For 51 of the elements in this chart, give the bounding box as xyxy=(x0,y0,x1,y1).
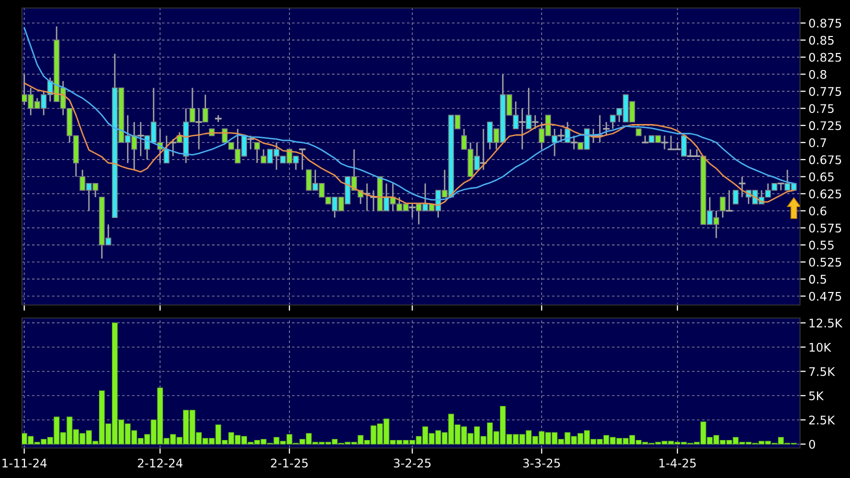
x-tick-label: 1-4-25 xyxy=(659,458,696,468)
candlestick xyxy=(518,108,526,150)
candlestick xyxy=(603,121,610,136)
y-tick-label: 7.5K xyxy=(809,367,836,376)
y-tick-label: 0.875 xyxy=(809,18,842,28)
candlestick xyxy=(570,134,578,150)
y-tick-label: 0.6 xyxy=(809,206,826,216)
y-tick-label: 0.825 xyxy=(809,52,842,62)
candlestick xyxy=(164,134,170,164)
y-tick-label: 10K xyxy=(810,342,832,352)
x-tick-label: 2-12-24 xyxy=(138,458,182,468)
y-tick-label: 0.625 xyxy=(809,189,842,198)
y-tick-label: 0.5 xyxy=(809,274,826,284)
y-tick-label: 0.7 xyxy=(809,138,826,148)
candlestick xyxy=(480,128,487,171)
y-tick-label: 0.475 xyxy=(809,292,842,301)
candlestick xyxy=(196,108,202,150)
y-tick-label: 0.55 xyxy=(809,240,834,250)
y-tick-label: 0.85 xyxy=(809,36,834,45)
x-tick-label: 3-3-25 xyxy=(523,458,560,468)
x-tick-label: 3-2-25 xyxy=(394,458,431,468)
candlestick xyxy=(299,148,306,171)
y-tick-label: 2.5K xyxy=(809,416,836,425)
x-tick-label: 1-11-24 xyxy=(2,458,47,468)
y-tick-label: 12.5K xyxy=(810,318,843,328)
candlestick xyxy=(738,176,746,198)
y-tick-label: 5K xyxy=(809,391,824,400)
y-tick-label: 0 xyxy=(809,440,816,449)
candlestick xyxy=(222,128,228,143)
candlestick xyxy=(247,134,254,150)
candlestick xyxy=(726,190,732,212)
candlestick xyxy=(558,128,564,144)
candlestick xyxy=(254,142,260,164)
candlestick xyxy=(170,138,176,157)
candlestick xyxy=(778,182,784,191)
candlestick xyxy=(532,114,538,130)
y-tick-label: 0.675 xyxy=(809,155,842,164)
candlestick xyxy=(642,134,648,144)
y-tick-label: 0.775 xyxy=(809,87,842,96)
candlestick xyxy=(732,190,739,204)
y-tick-label: 0.75 xyxy=(809,104,834,114)
candlestick xyxy=(661,134,668,150)
candlestick xyxy=(137,121,144,157)
y-tick-label: 0.8 xyxy=(809,70,826,79)
y-tick-label: 0.725 xyxy=(809,121,842,130)
candlestick xyxy=(409,203,416,218)
candlestick xyxy=(681,135,687,157)
y-tick-label: 0.575 xyxy=(809,224,842,232)
x-tick-label: 2-1-25 xyxy=(271,458,308,468)
y-tick-label: 0.525 xyxy=(809,258,842,267)
y-tick-label: 0.65 xyxy=(809,172,834,182)
